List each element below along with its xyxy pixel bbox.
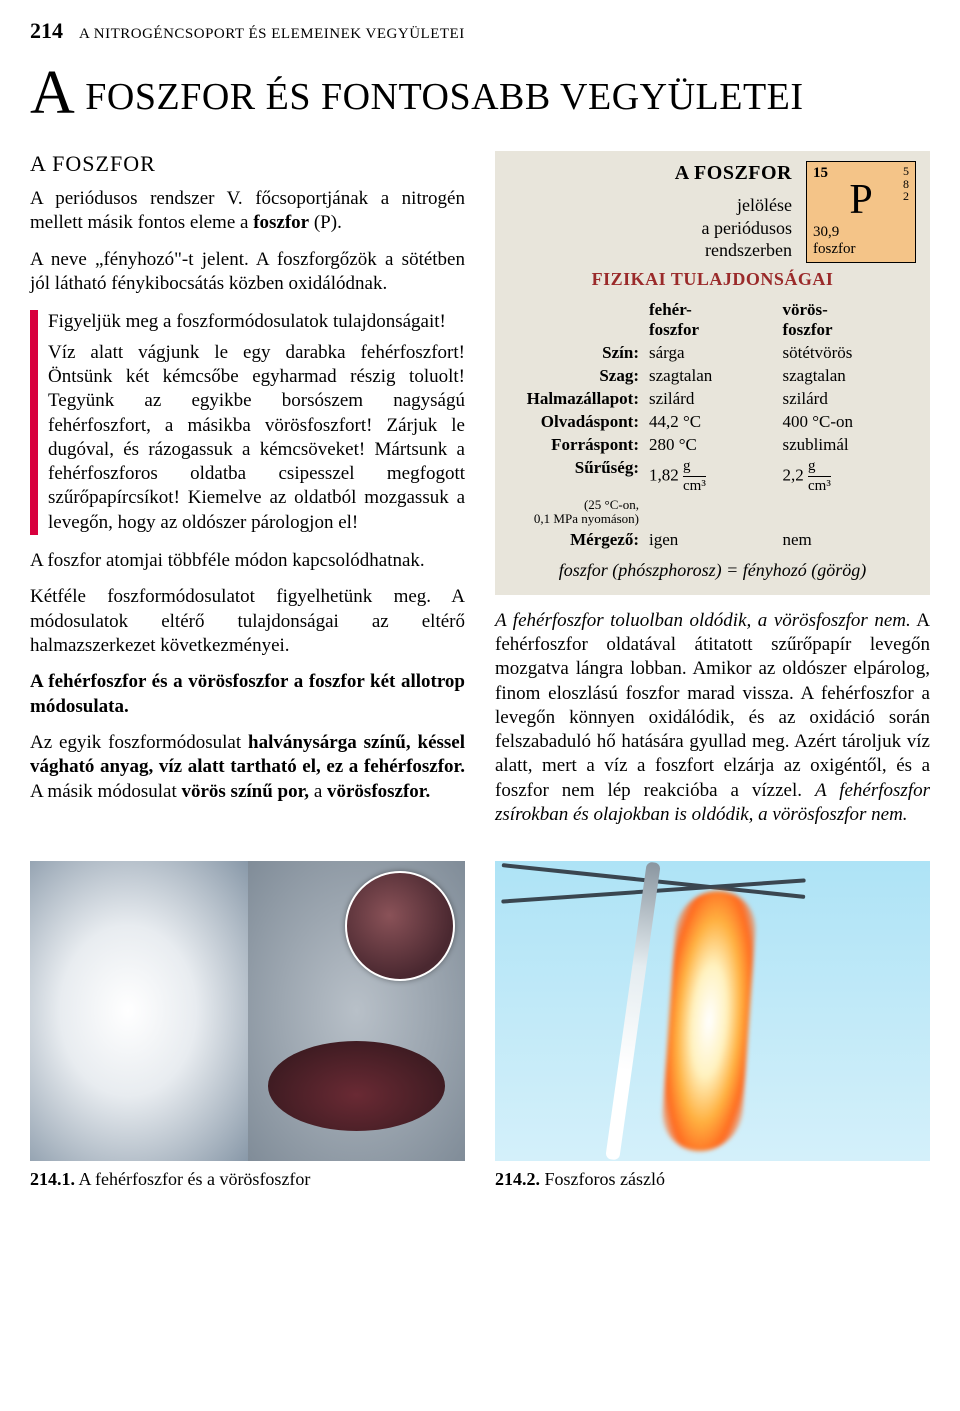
element-header-row: A FOSZFOR jelölése a periódusos rendszer… bbox=[509, 161, 916, 263]
page-number: 214 bbox=[30, 18, 63, 44]
properties-heading: FIZIKAI TULAJDONSÁGAI bbox=[509, 269, 916, 290]
density-condition: (25 °C-on,0,1 MPa nyomáson) bbox=[509, 498, 649, 527]
figure-2-caption: 214.2. Foszforos zászló bbox=[495, 1169, 930, 1190]
figure-1-caption: 214.1. A fehérfoszfor és a vörösfoszfor bbox=[30, 1169, 465, 1190]
element-name: foszfor bbox=[813, 241, 909, 258]
paragraph-4: Kétféle foszformódosulatot figyelhetünk … bbox=[30, 585, 465, 658]
content-columns: A FOSZFOR A periódusos rendszer V. főcso… bbox=[30, 151, 930, 839]
intro-paragraph-2: A neve „fényhozó"-t jelent. A foszforgőz… bbox=[30, 248, 465, 297]
cell: nem bbox=[783, 530, 917, 550]
flame-icon bbox=[660, 891, 758, 1151]
cell: sötétvörös bbox=[783, 343, 917, 363]
experiment-text: Figyeljük meg a foszformódosulatok tulaj… bbox=[48, 310, 465, 535]
burning-strip bbox=[605, 862, 661, 1161]
paragraph-6: Az egyik foszformódosulat halványsárga s… bbox=[30, 731, 465, 804]
row-label-state: Halmazállapot: bbox=[509, 389, 649, 409]
periodic-element-cell: 15 5 8 2 P 30,9 foszfor bbox=[806, 161, 916, 263]
cell: 400 °C-on bbox=[783, 412, 917, 432]
row-label-boiling: Forráspont: bbox=[509, 435, 649, 455]
row-label-melting: Olvadáspont: bbox=[509, 412, 649, 432]
magnifier-inset-icon bbox=[345, 871, 455, 981]
white-phosphorus-image bbox=[30, 861, 248, 1161]
row-label-toxic: Mérgező: bbox=[509, 530, 649, 550]
paragraph-3: A foszfor atomjai többféle módon kapcsol… bbox=[30, 549, 465, 573]
paragraph-5: A fehérfoszfor és a vörösfoszfor a foszf… bbox=[30, 670, 465, 719]
cell: 280 °C bbox=[649, 435, 783, 455]
row-label-density: Sűrűség: bbox=[509, 458, 649, 495]
subheading: A FOSZFOR bbox=[30, 151, 465, 177]
intro-paragraph-1: A periódusos rendszer V. főcsoportjának … bbox=[30, 187, 465, 236]
cell: 44,2 °C bbox=[649, 412, 783, 432]
cell: igen bbox=[649, 530, 783, 550]
cell: sárga bbox=[649, 343, 783, 363]
cell: szilárd bbox=[783, 389, 917, 409]
info-box: A FOSZFOR jelölése a periódusos rendszer… bbox=[495, 151, 930, 595]
atomic-mass: 30,9 bbox=[813, 224, 909, 241]
red-sidebar-icon bbox=[30, 310, 38, 535]
row-label-color: Szín: bbox=[509, 343, 649, 363]
right-column: A FOSZFOR jelölése a periódusos rendszer… bbox=[495, 151, 930, 839]
element-symbol: P bbox=[813, 176, 909, 224]
cell: 2,2 gcm³ bbox=[783, 458, 917, 495]
cell: szagtalan bbox=[783, 366, 917, 386]
experiment-block: Figyeljük meg a foszformódosulatok tulaj… bbox=[30, 310, 465, 535]
page-title: A FOSZFOR ÉS FONTOSABB VEGYÜLETEI bbox=[30, 58, 930, 129]
red-phosphorus-pile bbox=[268, 1041, 446, 1131]
chapter-title: A NITROGÉNCSOPORT ÉS ELEMEINEK VEGYÜLETE… bbox=[79, 26, 465, 43]
properties-table: fehér-foszfor vörös-foszfor Szín: sárga … bbox=[509, 300, 916, 550]
element-label-block: A FOSZFOR jelölése a periódusos rendszer… bbox=[509, 161, 792, 262]
figure-1: 214.1. A fehérfoszfor és a vörösfoszfor bbox=[30, 861, 465, 1190]
left-column: A FOSZFOR A periódusos rendszer V. főcso… bbox=[30, 151, 465, 839]
figure-2: 214.2. Foszforos zászló bbox=[495, 861, 930, 1190]
oxidation-states: 5 8 2 bbox=[903, 165, 909, 203]
figure-row: 214.1. A fehérfoszfor és a vörösfoszfor … bbox=[30, 861, 930, 1190]
cell: 1,82 gcm³ bbox=[649, 458, 783, 495]
cell: szagtalan bbox=[649, 366, 783, 386]
figure-1-image bbox=[30, 861, 465, 1161]
atomic-number: 15 bbox=[813, 165, 828, 182]
page-header: 214 A NITROGÉNCSOPORT ÉS ELEMEINEK VEGYÜ… bbox=[30, 0, 930, 44]
col-header-white: fehér-foszfor bbox=[649, 300, 783, 340]
etymology-line: foszfor (phószphorosz) = fényhozó (görög… bbox=[509, 560, 916, 581]
row-label-smell: Szag: bbox=[509, 366, 649, 386]
cell: szilárd bbox=[649, 389, 783, 409]
box-title: A FOSZFOR bbox=[509, 161, 792, 186]
figure-2-image bbox=[495, 861, 930, 1161]
right-paragraph: A fehérfoszfor toluolban oldódik, a vörö… bbox=[495, 609, 930, 828]
red-phosphorus-image bbox=[248, 861, 466, 1161]
cell: szublimál bbox=[783, 435, 917, 455]
col-header-red: vörös-foszfor bbox=[783, 300, 917, 340]
